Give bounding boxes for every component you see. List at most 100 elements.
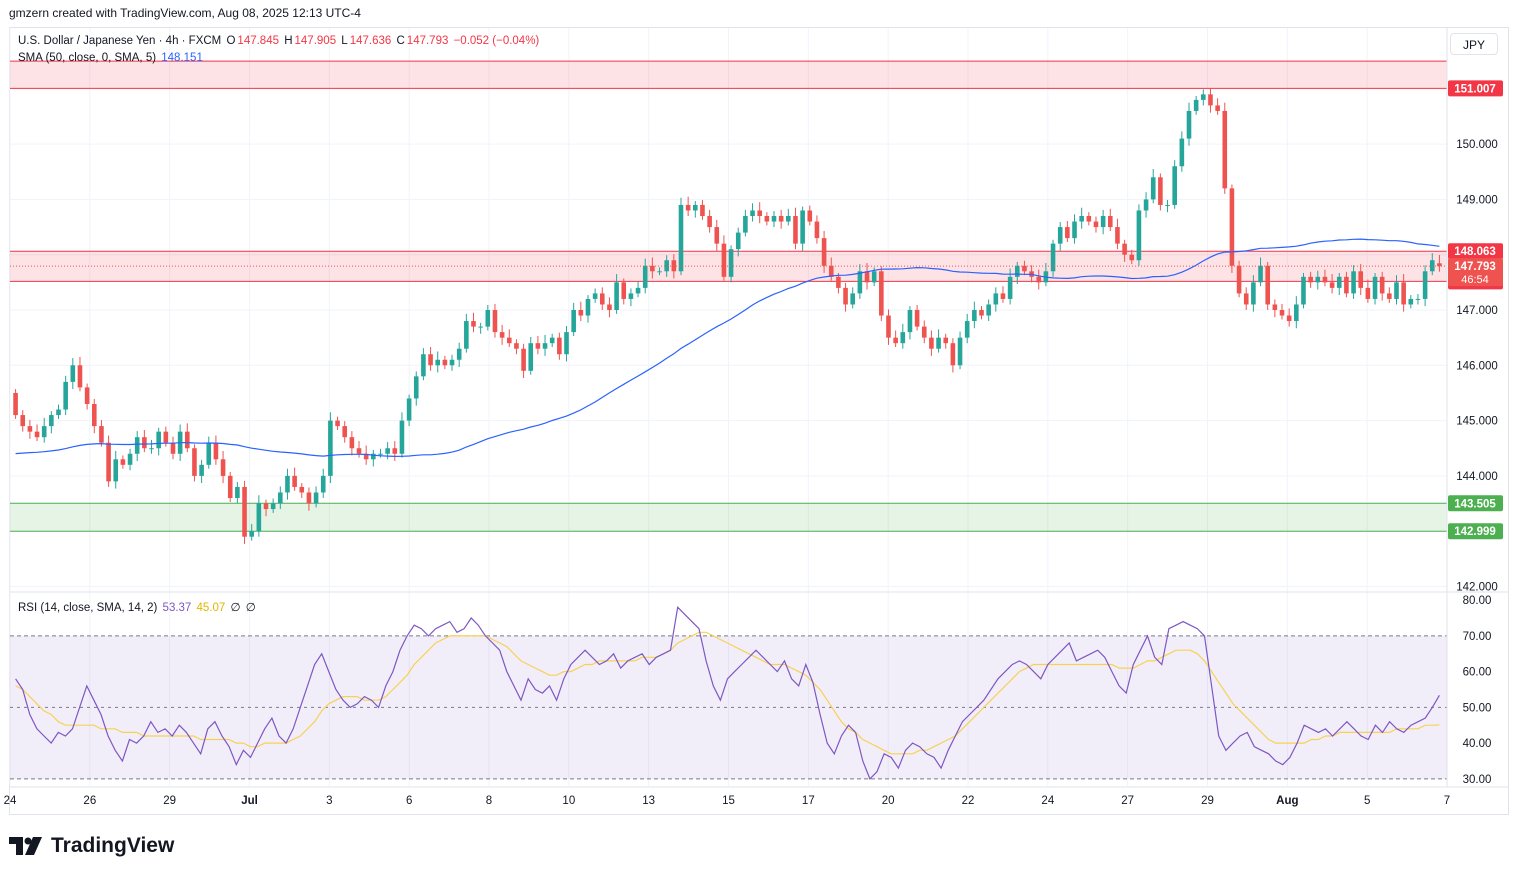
candle-body — [943, 337, 949, 344]
candle-body — [678, 204, 684, 272]
candle-body — [1294, 304, 1299, 322]
candle-body — [728, 249, 734, 277]
candle-body — [993, 293, 999, 305]
candle-body — [485, 310, 491, 327]
candle-body — [514, 343, 519, 349]
rsi-ma-value: 45.07 — [196, 602, 226, 614]
candle-body — [843, 287, 848, 305]
support-price-label: 142.999 — [1454, 526, 1496, 538]
candle-body — [156, 431, 161, 449]
candle-body — [1222, 110, 1228, 189]
candle-body — [1014, 265, 1020, 277]
candle-body — [857, 271, 863, 294]
support-price-badge — [1448, 523, 1503, 540]
tradingview-brand-name: TradingView — [51, 834, 175, 857]
low-label: L — [341, 35, 348, 47]
sma-legend[interactable]: SMA (50, close, 0, SMA, 5) 148.151 — [18, 52, 205, 64]
candle-body — [442, 359, 448, 366]
bar-countdown-label: 46:54 — [1461, 274, 1489, 286]
rsi-label[interactable]: RSI (14, close, SMA, 14, 2) — [18, 602, 158, 614]
candle-body — [292, 475, 297, 487]
candle-body — [342, 426, 348, 438]
time-tick-label: 7 — [1444, 795, 1450, 807]
candle-body — [521, 348, 526, 371]
time-tick-label: 26 — [83, 795, 96, 807]
currency-button[interactable]: JPY — [1450, 33, 1498, 55]
candle-body — [356, 448, 362, 454]
candle-body — [750, 210, 755, 216]
candle-body — [1243, 293, 1249, 305]
candle-body — [564, 332, 569, 355]
candle-body — [313, 492, 319, 504]
tradingview-logo[interactable]: TradingView — [9, 832, 174, 860]
last-price-badge — [1448, 258, 1503, 287]
rsi-tick-label: 30.00 — [1463, 774, 1492, 786]
candle-body — [1265, 265, 1271, 305]
candle-body — [1315, 276, 1321, 283]
candle-body — [585, 298, 591, 316]
price-tick-label: 147.000 — [1456, 305, 1498, 317]
candle-body — [921, 326, 927, 338]
candle-body — [1215, 105, 1220, 111]
candle-body — [471, 321, 476, 327]
candle-body — [213, 442, 219, 460]
time-tick-label: 17 — [802, 795, 815, 807]
candle-body — [1179, 138, 1185, 167]
candle-body — [1358, 271, 1364, 288]
rsi-tick-label: 70.00 — [1463, 631, 1492, 643]
sma-label[interactable]: SMA (50, close, 0, SMA, 5) — [18, 52, 157, 64]
main-legend[interactable]: U.S. Dollar / Japanese Yen · 4h · FXCM O… — [18, 35, 541, 47]
candle-body — [435, 359, 441, 366]
candle-body — [299, 486, 305, 493]
candle-body — [864, 271, 870, 283]
symbol-name[interactable]: U.S. Dollar / Japanese Yen · 4h · FXCM — [18, 35, 222, 47]
candle-body — [657, 271, 662, 273]
candle-body — [1193, 99, 1199, 111]
candle-body — [535, 343, 541, 349]
candle-body — [106, 442, 111, 482]
candle-body — [1387, 293, 1392, 299]
change-value: −0.052 (−0.04%) — [453, 35, 540, 47]
candle-body — [650, 265, 655, 272]
candle-body — [893, 337, 898, 344]
candle-body — [886, 315, 891, 338]
candle-body — [70, 365, 76, 382]
candle-body — [700, 204, 705, 216]
candle-body — [1172, 166, 1177, 205]
candle-body — [199, 464, 204, 476]
candle-body — [1022, 265, 1027, 272]
candle-body — [1365, 287, 1371, 299]
candle-body — [1351, 271, 1356, 294]
candle-body — [1129, 254, 1135, 261]
candle-body — [478, 326, 483, 328]
candle-body — [1308, 276, 1313, 283]
candle-body — [1437, 263, 1442, 267]
time-tick-label: 10 — [562, 795, 575, 807]
support-price-badge — [1448, 495, 1503, 512]
candle-body — [778, 216, 784, 222]
candle-body — [1344, 276, 1349, 294]
candle-body — [149, 448, 154, 450]
resistance-top-price-label: 151.007 — [1454, 83, 1496, 95]
candle-body — [685, 204, 691, 211]
candle-body — [1165, 204, 1170, 206]
rsi-legend[interactable]: RSI (14, close, SMA, 14, 2) 53.37 45.07 … — [18, 600, 258, 614]
candle-body — [1415, 298, 1421, 300]
candle-body — [77, 365, 83, 388]
price-tick-label: 142.000 — [1456, 581, 1498, 593]
candle-body — [764, 216, 770, 222]
candle-body — [1394, 282, 1399, 299]
candle-body — [1329, 282, 1335, 288]
candle-body — [1322, 276, 1328, 283]
candle-body — [220, 459, 226, 476]
candle-body — [957, 337, 963, 366]
candle-body — [793, 216, 798, 244]
candle-body — [1107, 216, 1113, 228]
candle-body — [714, 227, 720, 244]
candle-body — [1208, 94, 1213, 106]
candle-body — [263, 503, 269, 510]
high-value: 147.905 — [294, 35, 337, 47]
candle-body — [986, 304, 991, 316]
candle-body — [628, 293, 634, 299]
